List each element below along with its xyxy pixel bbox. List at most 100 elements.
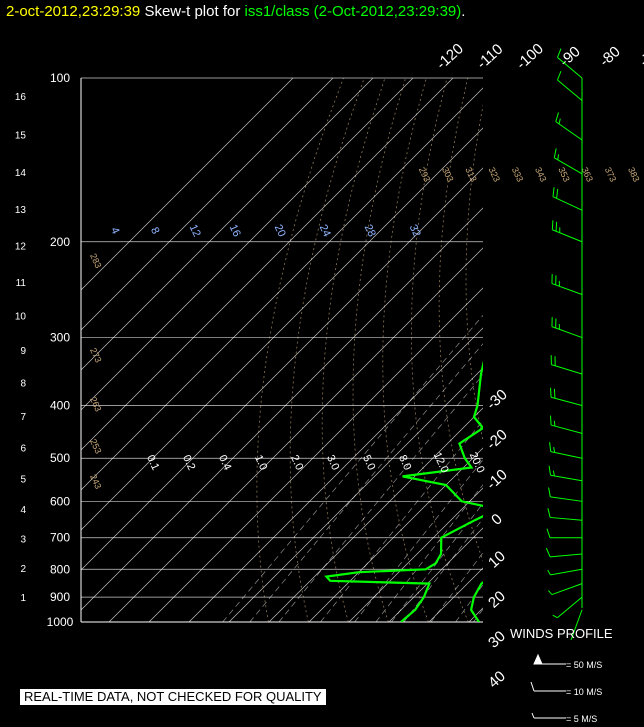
height-tick-label: 13	[15, 205, 27, 216]
dewpoint-profile-line	[324, 360, 483, 622]
wind-barb-shaft	[570, 609, 583, 641]
legend-50-label: = 50 M/S	[566, 660, 603, 670]
dry-adiabat-label: 323	[487, 166, 502, 184]
temperature-tick-label: 20	[485, 588, 509, 612]
wind-barb-long	[548, 465, 551, 476]
pressure-tick-label: 200	[50, 235, 70, 249]
mixing-ratio-line	[403, 518, 483, 622]
wind-barb-short	[557, 154, 560, 160]
mixing-ratio-line	[222, 314, 483, 622]
wind-barb-shaft	[557, 596, 583, 619]
dry-adiabat-line	[517, 78, 628, 622]
height-tick-label: 8	[20, 379, 26, 390]
wind-barb-long	[550, 355, 552, 365]
wind-barb-long	[555, 112, 559, 122]
isotherm-line	[388, 527, 483, 622]
wind-barb	[555, 112, 583, 141]
wind-barb-flag	[533, 653, 543, 665]
wind-barb-short	[553, 447, 556, 453]
mixing-ratio-label-lower: 0.4	[216, 453, 233, 472]
wind-barb	[550, 387, 583, 407]
height-tick-label: 12	[15, 241, 27, 252]
wind-barb	[551, 274, 583, 295]
wind-barb-long	[545, 547, 551, 558]
wind-barb-short	[553, 420, 556, 427]
wind-barb-shaft	[554, 157, 583, 175]
pressure-tick-label: 600	[50, 494, 70, 508]
legend-barb-5	[531, 712, 566, 719]
temperature-tick-label: -110	[474, 41, 507, 73]
wind-barb-shaft	[550, 474, 583, 482]
isotherm-line	[81, 78, 334, 331]
dry-adiabat-label: 273	[88, 346, 103, 364]
winds-profile-title: WINDS PROFILE	[510, 626, 613, 641]
mixing-ratio-label-lower: 8.0	[396, 453, 413, 472]
wind-barb-long	[557, 48, 562, 58]
wind-barb-shaft	[550, 396, 583, 407]
wind-barb-short	[531, 712, 535, 719]
temperature-tick-label: -80	[596, 43, 623, 70]
wind-barb-long	[549, 442, 552, 452]
wind-barb-shaft	[551, 364, 583, 375]
height-tick-label: 5	[20, 475, 26, 486]
wind-barb-short	[552, 470, 555, 476]
wind-barb-long	[555, 221, 558, 232]
pressure-tick-label: 800	[50, 562, 70, 576]
wind-barb-shaft	[551, 283, 583, 295]
dry-adiabat-line	[492, 78, 588, 622]
dry-adiabat-label: 343	[533, 166, 548, 184]
temperature-tick-label: 10	[485, 548, 509, 572]
wind-barb	[570, 609, 583, 641]
height-tick-label: 9	[20, 346, 26, 357]
wind-barb-shaft	[557, 57, 583, 79]
dry-adiabat-line	[352, 78, 406, 622]
mixing-ratio-label-lower: 5.0	[360, 453, 377, 472]
isotherm-line	[81, 78, 454, 451]
wind-barb	[550, 355, 583, 375]
mixing-ratio-line	[500, 242, 644, 622]
pressure-tick-label: 500	[50, 451, 70, 465]
wind-barb-shaft	[552, 229, 583, 243]
isotherm-line	[268, 407, 483, 622]
wind-barb	[549, 442, 583, 459]
height-tick-label: 1	[20, 593, 26, 604]
height-tick-label: 15	[15, 130, 27, 141]
isotherm-line	[81, 78, 374, 371]
temperature-tick-label: -120	[433, 40, 467, 73]
height-tick-label: 6	[20, 444, 26, 455]
pressure-tick-label: 300	[50, 331, 70, 345]
wind-barb-long	[551, 317, 553, 327]
legend-10-label: = 10 M/S	[566, 687, 603, 697]
legend-barb-50	[533, 653, 566, 665]
wind-barb-long	[547, 508, 551, 518]
pressure-tick-label: 900	[50, 590, 70, 604]
pressure-tick-label: 700	[50, 531, 70, 545]
wind-barb-short	[547, 590, 553, 595]
dry-adiabat-line	[410, 78, 469, 622]
wind-barb-long	[546, 528, 551, 538]
mixing-ratio-line	[375, 484, 483, 622]
isotherm-line	[348, 487, 483, 622]
wind-barb-shaft	[551, 326, 583, 339]
dry-adiabat-line	[465, 103, 483, 443]
wind-barb-long	[552, 187, 555, 197]
height-tick-label: 4	[20, 505, 26, 516]
wind-barb-shaft	[557, 79, 583, 101]
mixing-ratio-label-lower: 0.2	[180, 453, 197, 472]
wind-barb-shaft	[550, 496, 583, 502]
legend-5-label: = 5 M/S	[566, 714, 598, 724]
isotherm-line	[188, 327, 483, 622]
isotherm-line	[81, 127, 483, 531]
mixing-ratio-line	[488, 242, 644, 622]
isotherm-line	[81, 78, 294, 291]
plot-header: 2-oct-2012,23:29:39 Skew-t plot for iss1…	[6, 2, 465, 22]
dry-adiabat-line	[611, 78, 644, 622]
wind-barb-long	[555, 275, 557, 285]
dry-adiabat-label: 313	[463, 166, 478, 184]
temperature-tick-label: 40	[485, 668, 509, 692]
wind-barb-long	[553, 388, 556, 399]
dry-adiabat-label: 353	[556, 166, 571, 184]
dry-adiabat-label: 243	[88, 473, 103, 491]
wind-barb-long	[555, 318, 557, 328]
